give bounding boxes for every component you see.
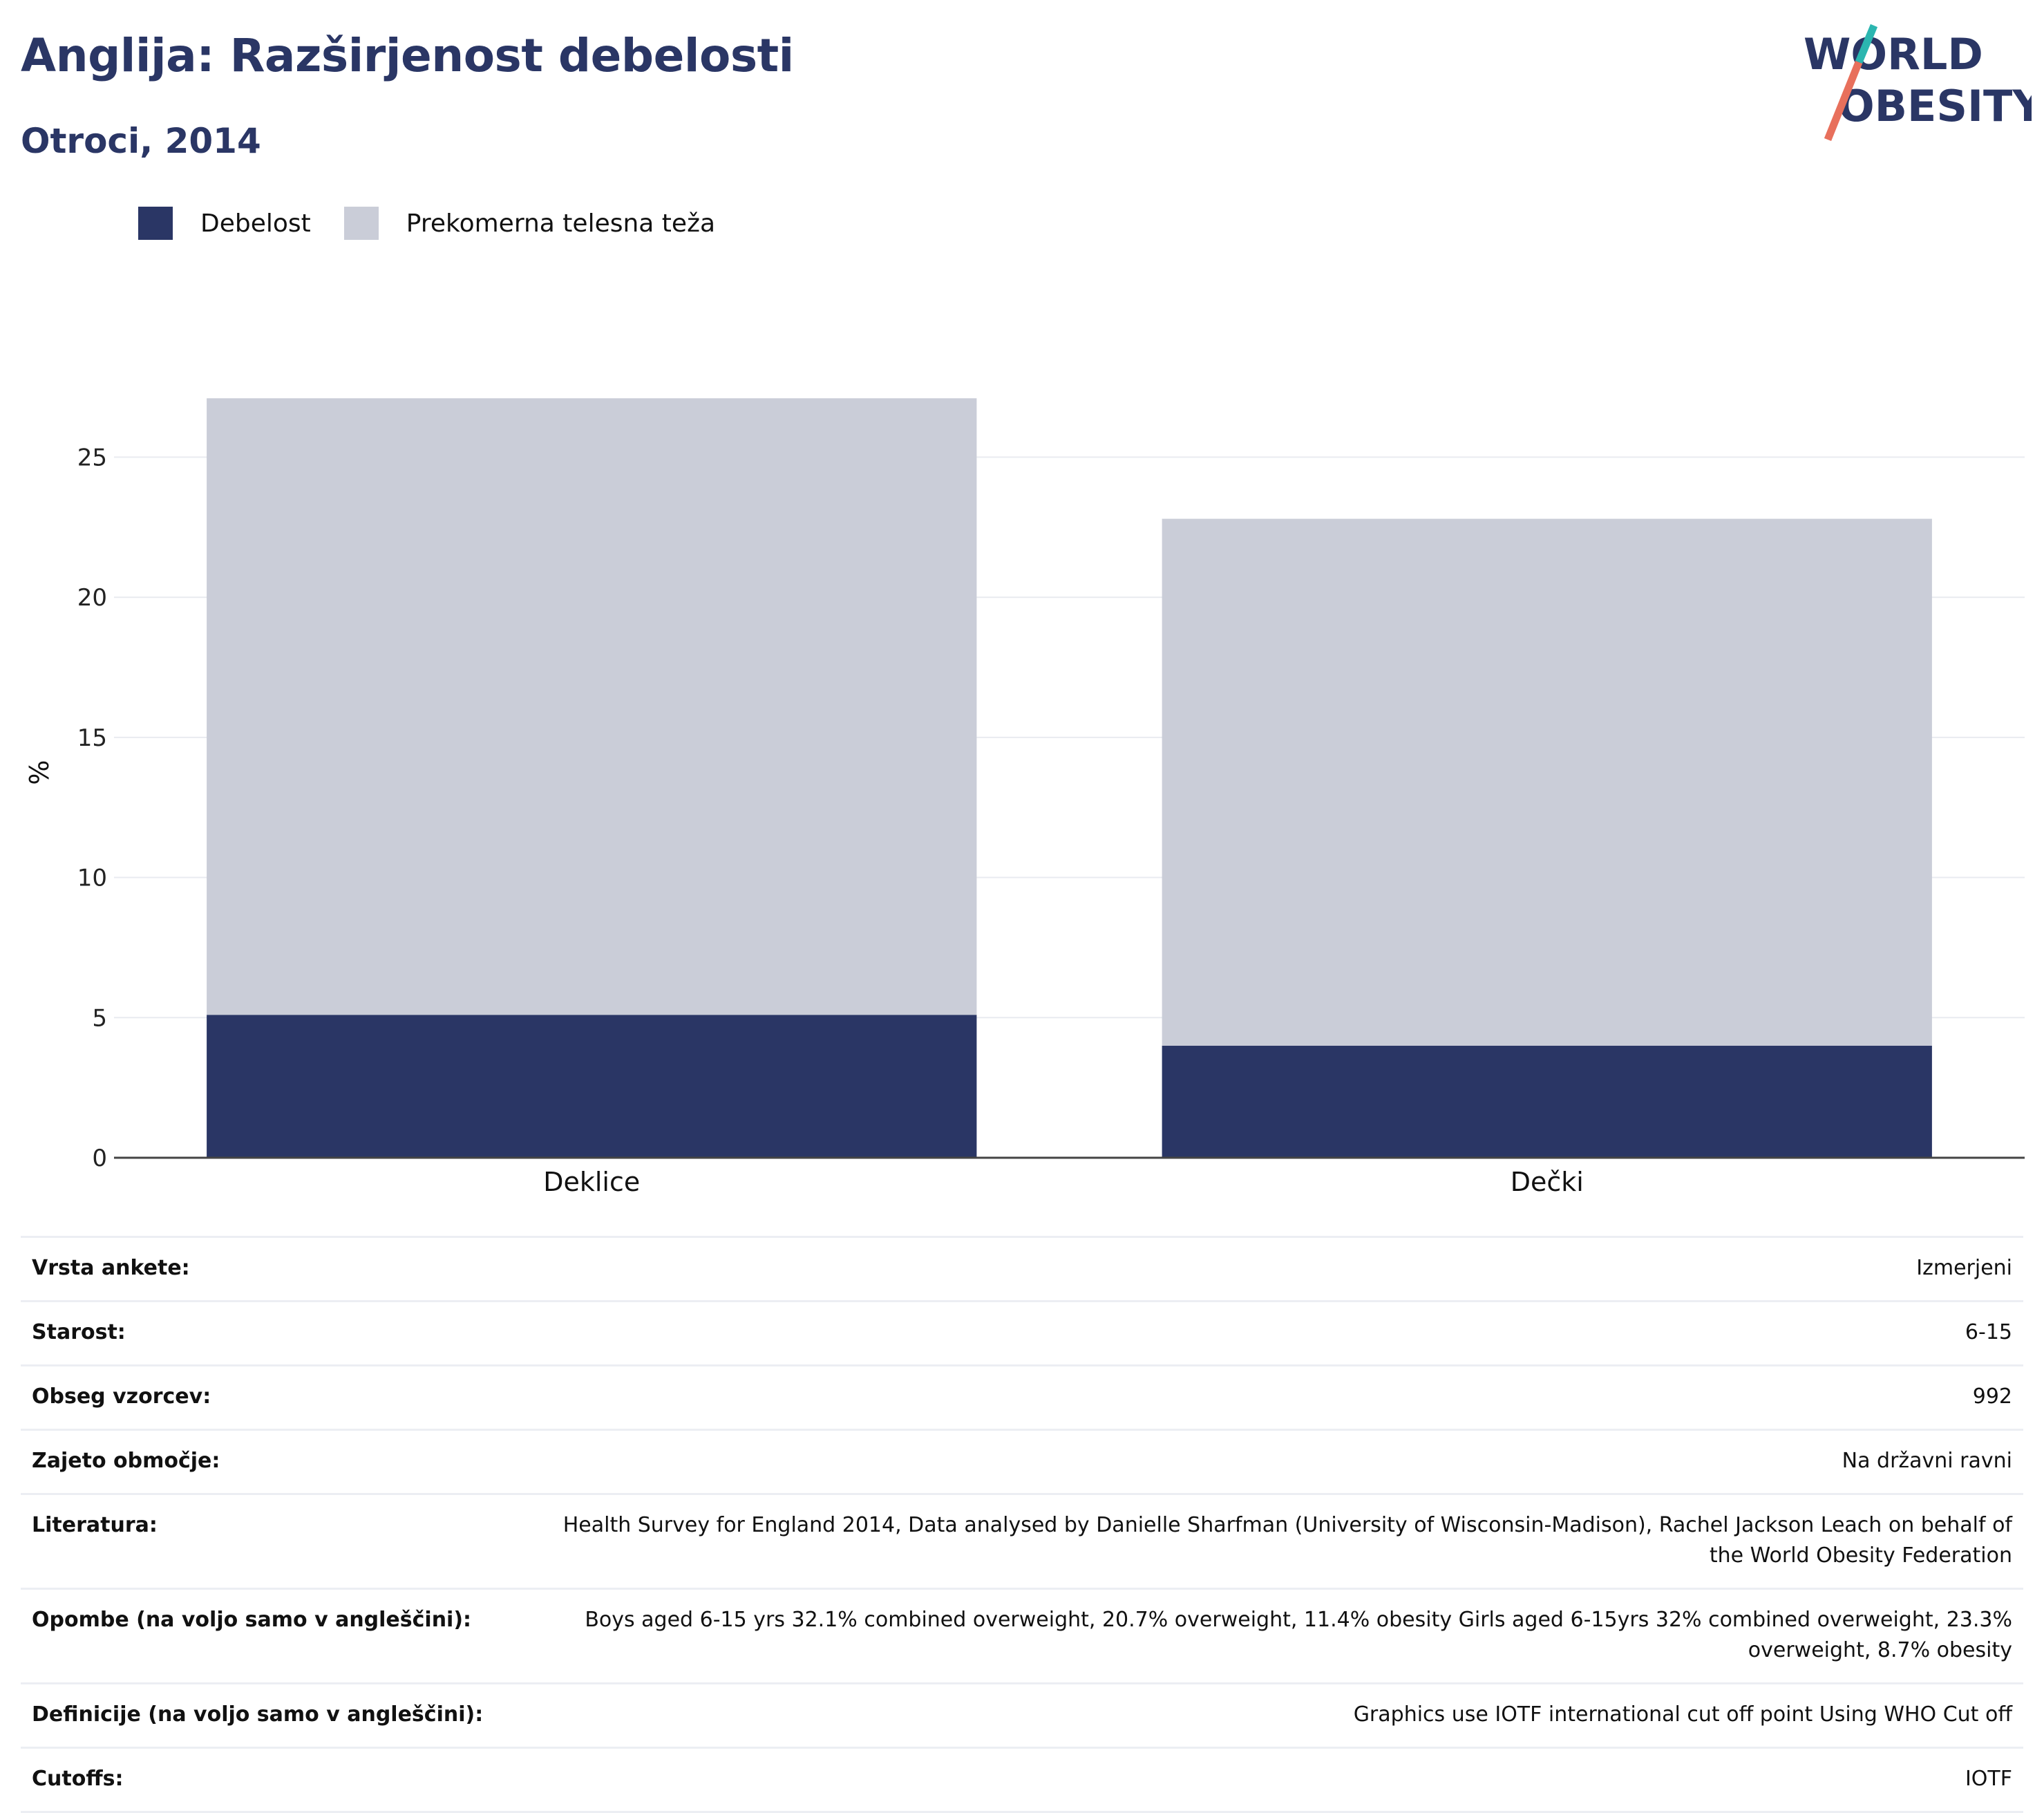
info-value: 6-15 (1965, 1320, 2012, 1344)
info-value: Izmerjeni (1916, 1256, 2012, 1280)
y-tick-label: 25 (77, 444, 107, 471)
info-row: Definicije (na voljo samo v angleščini):… (21, 1683, 2023, 1748)
info-label: Zajeto območje: (32, 1449, 220, 1473)
x-category-label: Dečki (1511, 1167, 1584, 1197)
x-category-labels: Deklice Dečki (543, 1167, 1584, 1197)
info-label: Cutoffs: (32, 1767, 124, 1791)
info-value: 992 (1972, 1384, 2012, 1409)
y-tick-label: 10 (77, 865, 107, 892)
world-obesity-logo: WORLD OBESITY (1804, 24, 2032, 142)
y-tick-labels: 0 5 10 15 20 25 (77, 444, 107, 1172)
info-label: Obseg vzorcev: (32, 1384, 211, 1409)
page-subtitle: Otroci, 2014 (21, 121, 261, 161)
survey-info-table: Vrsta ankete: Izmerjeni Starost: 6-15 Obseg … (21, 1236, 2023, 1813)
legend-label-overweight: Prekomerna telesna teža (406, 209, 716, 238)
info-label: Starost: (32, 1320, 126, 1344)
bar-overweight-0[interactable] (207, 398, 977, 1015)
info-row: Cutoffs: IOTF (21, 1747, 2023, 1812)
info-value: Boys aged 6-15 yrs 32.1% combined overwe… (585, 1608, 2012, 1662)
logo-slash-top (1855, 24, 1878, 64)
bar-obesity-1[interactable] (1162, 1045, 1932, 1158)
stacked-bar-chart: 0 5 10 15 20 25 Deklice Dečki % (24, 398, 2025, 1197)
info-row: Opombe (na voljo samo v angleščini): Boys… (21, 1588, 2023, 1684)
y-tick-label: 15 (77, 724, 107, 752)
info-value: Na državni ravni (1842, 1449, 2012, 1473)
info-row: Starost: 6-15 (21, 1301, 2023, 1366)
logo-line2: OBESITY (1838, 81, 2032, 131)
info-row: Vrsta ankete: Izmerjeni (21, 1237, 2023, 1302)
chart-legend: Debelost Prekomerna telesna teža (138, 206, 748, 241)
logo-slash-bottom (1824, 60, 1863, 142)
legend-swatch-overweight (343, 207, 379, 240)
y-tick-label: 5 (92, 1004, 107, 1032)
bars (207, 398, 1932, 1158)
y-tick-label: 20 (77, 584, 107, 612)
bar-obesity-0[interactable] (207, 1015, 977, 1158)
logo-line1: WORLD (1804, 29, 1983, 79)
info-row: Obseg vzorcev: 992 (21, 1365, 2023, 1430)
info-value: IOTF (1965, 1767, 2012, 1791)
legend-item-overweight[interactable]: Prekomerna telesna teža (343, 207, 716, 240)
legend-swatch-obesity (138, 207, 173, 240)
bar-overweight-1[interactable] (1162, 518, 1932, 1046)
page-title: Anglija: Razširjenost debelosti (21, 29, 794, 82)
y-axis-title: % (24, 760, 55, 785)
info-label: Definicije (na voljo samo v angleščini): (32, 1702, 484, 1727)
y-tick-label: 0 (92, 1145, 107, 1172)
info-label: Vrsta ankete: (32, 1256, 190, 1280)
info-label: Literatura: (32, 1513, 158, 1537)
x-category-label: Deklice (543, 1167, 640, 1197)
info-value: Graphics use IOTF international cut off … (1353, 1702, 2012, 1727)
info-row: Zajeto območje: Na državni ravni (21, 1429, 2023, 1494)
info-value: Health Survey for England 2014, Data ana… (562, 1513, 2012, 1568)
info-row: Literatura: Health Survey for England 201… (21, 1494, 2023, 1589)
legend-item-obesity[interactable]: Debelost (138, 207, 311, 240)
info-label: Opombe (na voljo samo v angleščini): (32, 1608, 472, 1632)
legend-label-obesity: Debelost (200, 209, 311, 238)
